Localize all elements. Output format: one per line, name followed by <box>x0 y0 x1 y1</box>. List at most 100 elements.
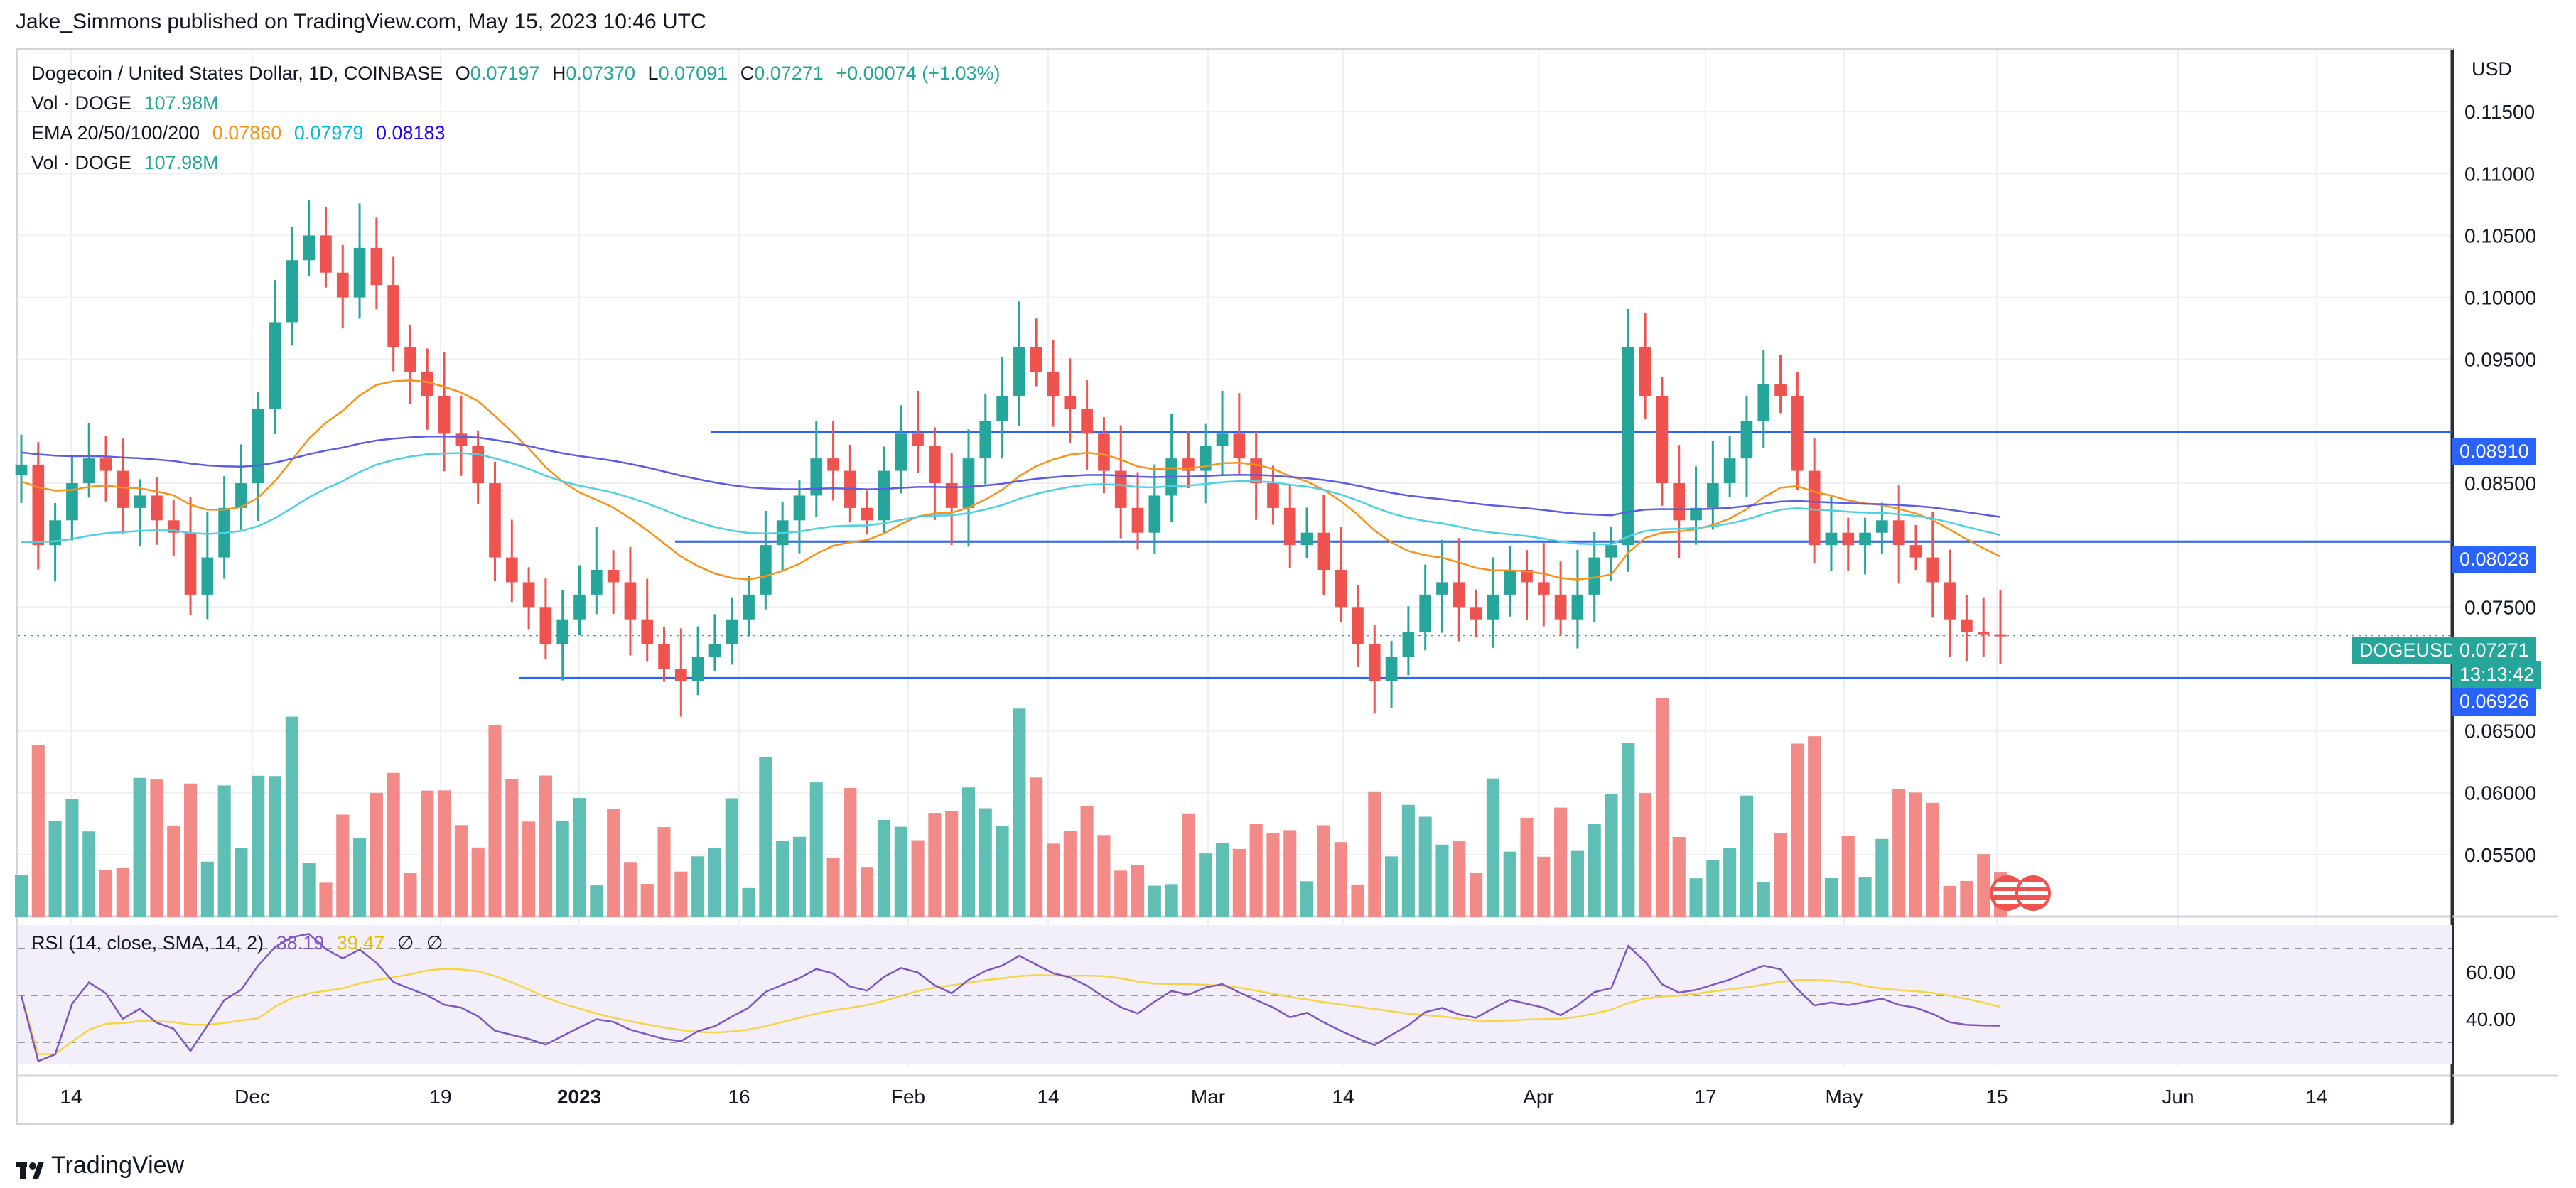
volume-bar <box>1182 813 1195 917</box>
level-tag-mid: 0.08028 <box>2452 546 2536 573</box>
candle-body <box>1622 347 1634 546</box>
candle-body <box>607 570 620 583</box>
candle-body <box>184 532 197 595</box>
candle-body <box>117 470 129 508</box>
footer: TradingView <box>16 1152 184 1179</box>
y-tick-label: 0.08500 <box>2464 472 2536 495</box>
candle-body <box>1673 483 1686 521</box>
candle-body <box>895 433 907 471</box>
candle-body <box>1521 570 1533 583</box>
hidden-icon-2: ∅ <box>426 932 443 954</box>
volume-bar <box>1232 848 1246 917</box>
hidden-icon: ∅ <box>397 932 414 954</box>
x-tick-label: 14 <box>1037 1086 1059 1108</box>
candle-body <box>1385 657 1398 681</box>
x-tick-label: Apr <box>1523 1086 1554 1108</box>
candle-body <box>1791 396 1804 471</box>
candle-body <box>235 483 247 508</box>
volume-bar <box>623 862 637 917</box>
x-tick-label: 17 <box>1694 1086 1716 1108</box>
candle-body <box>1757 384 1770 421</box>
volume-bar <box>657 827 671 917</box>
volume-bar <box>1165 884 1178 917</box>
y-tick-label: 0.05500 <box>2464 844 2536 866</box>
candle-body <box>590 570 603 595</box>
candle-body <box>861 507 873 521</box>
candle-body <box>708 644 721 657</box>
last-price-tag: 0.07271 <box>2452 637 2536 664</box>
volume-bar <box>1723 848 1737 917</box>
candle-body <box>726 619 738 644</box>
volume-bar <box>1858 877 1872 917</box>
volume-bar <box>725 798 738 917</box>
candle-body <box>878 470 890 521</box>
volume-value: 107.98M <box>144 92 219 114</box>
x-tick-label: 14 <box>60 1086 82 1108</box>
volume-bar <box>285 716 298 917</box>
x-tick-label: 14 <box>1332 1086 1354 1108</box>
candle-body <box>1300 532 1313 546</box>
volume-bar <box>183 783 198 917</box>
candle-body <box>1774 384 1787 396</box>
candle-body <box>1402 632 1415 657</box>
candle-body <box>1859 532 1871 546</box>
candle-body <box>472 446 485 483</box>
x-tick-label: May <box>1826 1086 1863 1108</box>
volume-bar <box>319 882 333 917</box>
high-value: 0.07370 <box>566 63 636 84</box>
currency-label: USD <box>2472 58 2513 80</box>
candle-body <box>455 433 468 446</box>
candle-body <box>201 557 214 595</box>
y-tick-label: 0.07500 <box>2464 596 2536 618</box>
y-tick-label: 0.09500 <box>2464 349 2536 371</box>
close-value: 0.07271 <box>754 63 824 84</box>
candle-body <box>1335 570 1347 608</box>
volume-bar <box>1046 843 1060 917</box>
candle-body <box>286 260 298 323</box>
ema-label: EMA 20/50/100/200 <box>31 122 200 144</box>
candle-body <box>1504 570 1516 595</box>
rsi-label: RSI (14, close, SMA, 14, 2) <box>31 932 264 954</box>
volume-bar <box>1977 854 1990 917</box>
candle-body <box>1944 582 1956 620</box>
volume-bar <box>1943 885 1956 917</box>
candle-body <box>1994 634 2007 637</box>
candle-body <box>675 669 687 681</box>
volume-bar <box>82 831 96 917</box>
candle-body <box>438 396 451 434</box>
volume-bar <box>438 790 451 917</box>
volume-bar <box>1249 824 1263 917</box>
candle-body <box>1909 545 1922 558</box>
volume-bar <box>1841 836 1855 917</box>
volume-bar <box>1401 804 1415 917</box>
candle-body <box>1808 470 1821 546</box>
candle-body <box>1098 433 1110 471</box>
candle-body <box>1030 347 1042 372</box>
candle-body <box>962 458 975 508</box>
tradingview-brand: TradingView <box>51 1152 185 1179</box>
close-label: C <box>740 63 755 84</box>
volume-bar <box>1317 825 1330 917</box>
volume-bar <box>252 775 265 917</box>
volume-bar <box>1503 851 1516 917</box>
volume-label: Vol · DOGE <box>31 92 132 114</box>
volume-bar <box>861 867 874 917</box>
economic-event-icon-2[interactable] <box>2015 875 2051 911</box>
chart-area[interactable] <box>16 48 2454 1125</box>
volume-bar <box>1385 856 1399 917</box>
volume-bar <box>911 840 925 917</box>
candle-body <box>489 483 501 558</box>
volume-bar <box>742 887 755 917</box>
volume-bar <box>945 811 959 917</box>
volume-bar <box>1013 708 1026 917</box>
volume-bar <box>302 863 316 917</box>
low-value: 0.07091 <box>658 63 728 84</box>
low-label: L <box>647 63 659 84</box>
volume-bar <box>200 861 214 917</box>
candle-body <box>1842 532 1855 546</box>
x-tick-label: Mar <box>1191 1086 1225 1108</box>
volume-bar <box>31 745 45 917</box>
candle-body <box>1876 520 1888 533</box>
volume-bar <box>1080 806 1094 917</box>
